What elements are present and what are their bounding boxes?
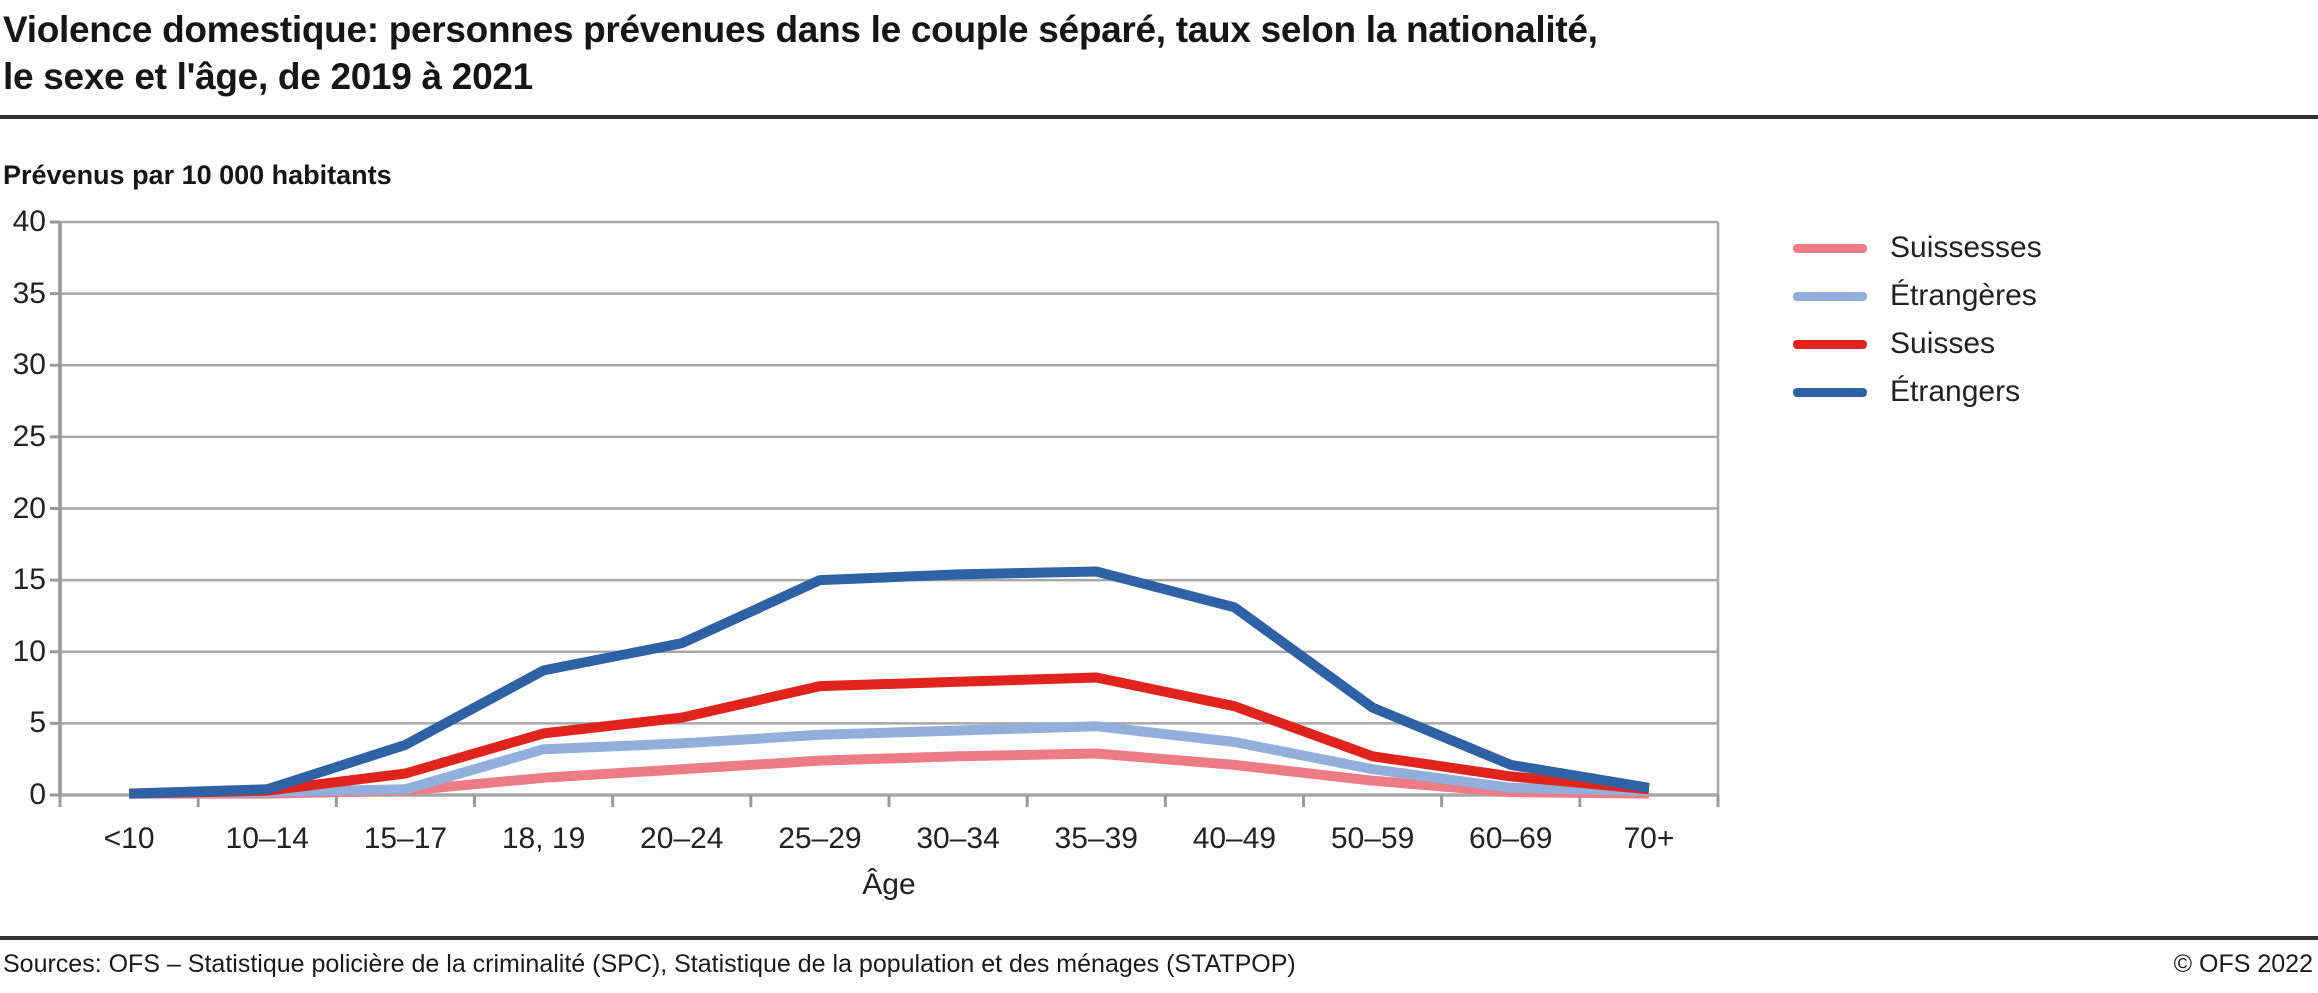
y-tick-label: 30 <box>12 348 46 382</box>
x-tick-label: <10 <box>103 822 155 855</box>
x-tick-label: 18, 19 <box>501 822 586 855</box>
y-tick-label: 25 <box>12 419 46 453</box>
chart-title-line1: Violence domestique: personnes prévenues… <box>3 9 1598 50</box>
series-line-Étrangers <box>128 566 1650 799</box>
legend-swatch-icon <box>1793 243 1867 253</box>
legend: Suissesses Étrangères Suisses Étrangers <box>1793 224 2042 416</box>
x-tick-label: 35–39 <box>1054 822 1138 855</box>
x-tick-label: 70+ <box>1623 822 1675 855</box>
legend-row: Étrangers <box>1793 368 2042 416</box>
legend-label: Suissesses <box>1890 231 2042 264</box>
y-tick-label: 5 <box>29 706 46 740</box>
x-tick-label: 15–17 <box>363 822 448 855</box>
y-tick-label: 15 <box>12 563 46 597</box>
legend-row: Suisses <box>1793 320 2042 368</box>
x-tick-label: 20–24 <box>640 822 724 855</box>
y-tick-label: 40 <box>12 205 46 238</box>
copyright-text: © OFS 2022 <box>2173 950 2313 978</box>
y-tick-label: 35 <box>12 276 46 310</box>
y-tick-label: 0 <box>29 778 46 811</box>
legend-row: Suissesses <box>1793 224 2042 272</box>
x-tick-label: 30–34 <box>916 822 1000 855</box>
x-tick-label: 25–29 <box>778 822 862 855</box>
sources-text: Sources: OFS – Statistique policière de … <box>3 950 1296 978</box>
y-tick-label: 10 <box>12 634 46 668</box>
x-tick-label: 40–49 <box>1192 822 1277 855</box>
series-line-Étrangères <box>129 721 1650 799</box>
legend-swatch-icon <box>1793 387 1867 397</box>
chart-title: Violence domestique: personnes prévenues… <box>3 6 1598 100</box>
x-tick-label: 10–14 <box>225 822 309 855</box>
title-separator-line <box>0 115 2318 119</box>
chart-title-line2: le sexe et l'âge, de 2019 à 2021 <box>3 56 533 97</box>
series-line-Suisses <box>128 672 1650 799</box>
legend-label: Étrangères <box>1890 279 2037 312</box>
series-line-Suissesses <box>129 748 1649 799</box>
x-axis-title: Âge <box>862 868 916 901</box>
legend-label: Étrangers <box>1890 375 2021 408</box>
y-tick-label: 20 <box>12 491 46 525</box>
legend-swatch-icon <box>1793 339 1867 349</box>
x-tick-label: 60–69 <box>1469 822 1553 855</box>
footer-separator-line <box>0 936 2318 940</box>
legend-row: Étrangères <box>1793 272 2042 320</box>
legend-label: Suisses <box>1890 327 1996 360</box>
x-tick-label: 50–59 <box>1330 822 1415 855</box>
legend-swatch-icon <box>1793 291 1867 301</box>
y-axis-unit-label: Prévenus par 10 000 habitants <box>3 160 392 190</box>
